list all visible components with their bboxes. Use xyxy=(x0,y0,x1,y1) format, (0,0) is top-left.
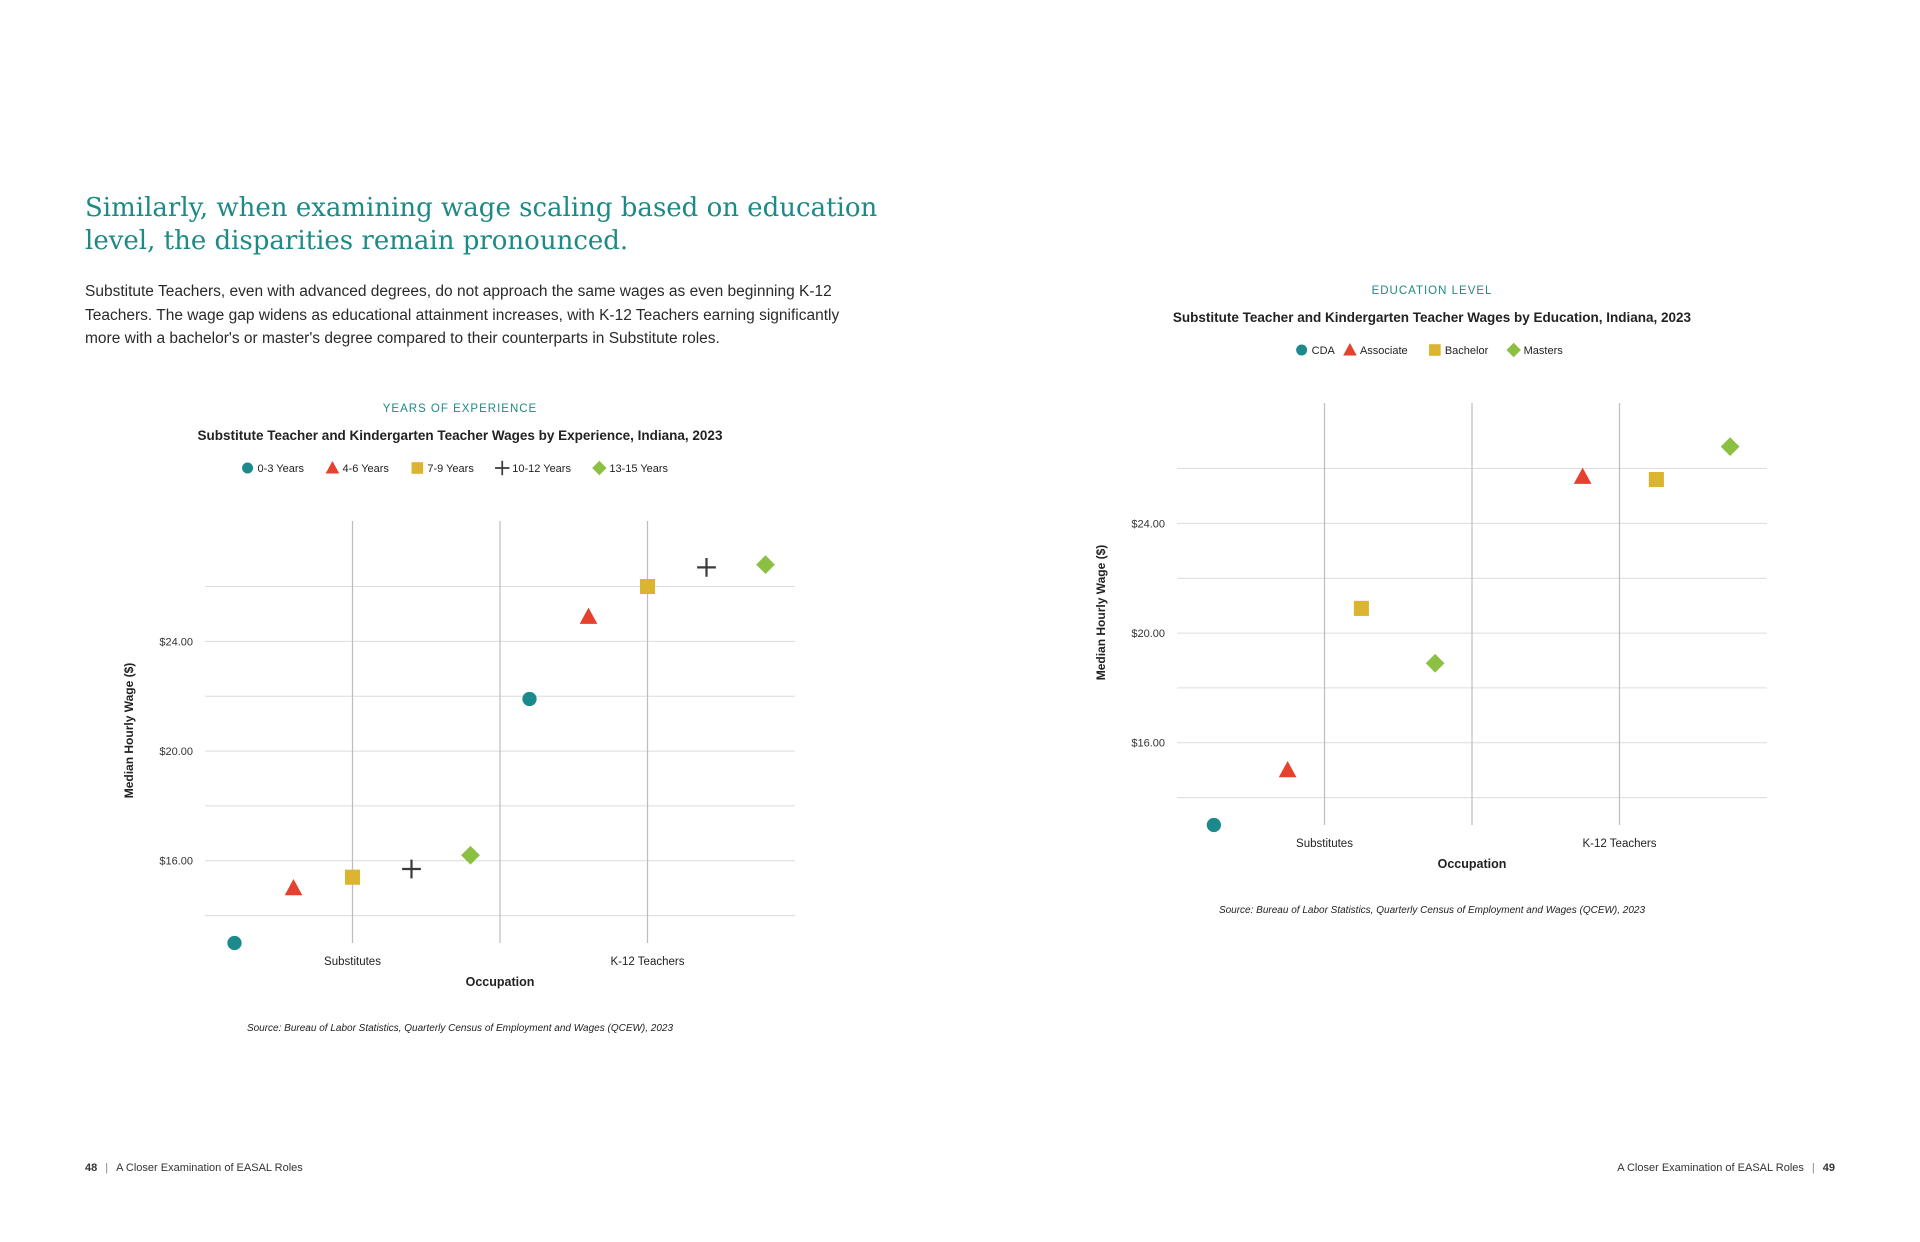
x-axis-title: Occupation xyxy=(466,975,535,989)
legend-label-7-9-years: 7-9 Years xyxy=(427,463,474,475)
y-tick-label: $24.00 xyxy=(159,636,193,648)
legend-label-bachelor: Bachelor xyxy=(1445,345,1489,357)
legend-label-associate: Associate xyxy=(1360,345,1408,357)
chart-title: Substitute Teacher and Kindergarten Teac… xyxy=(198,428,723,443)
legend-label-0-3-years: 0-3 Years xyxy=(258,463,305,475)
chart-kicker: EDUCATION LEVEL xyxy=(1372,285,1493,297)
legend-label-13-15-years: 13-15 Years xyxy=(609,463,668,475)
data-point-masters-substitutes xyxy=(1425,653,1445,673)
data-point-bachelor-substitutes xyxy=(1353,600,1369,616)
x-tick-label: Substitutes xyxy=(1296,838,1353,850)
data-point-13-15-years-k-12-teachers xyxy=(756,555,775,574)
data-point-7-9-years-k-12-teachers xyxy=(639,579,656,595)
experience-chart: YEARS OF EXPERIENCE Substitute Teacher an… xyxy=(110,398,810,1048)
data-point-associate-substitutes xyxy=(1278,761,1297,778)
education-chart: EDUCATION LEVEL Substitute Teacher and Ki… xyxy=(1082,280,1782,930)
chart-legend: 0-3 Years 4-6 Years 7-9 Years 10-12 Years 13… xyxy=(242,460,669,476)
chart-kicker: YEARS OF EXPERIENCE xyxy=(383,403,537,415)
legend-marker-masters xyxy=(1506,342,1521,358)
legend-marker-associate xyxy=(1343,343,1357,356)
data-point-bachelor-k-12-teachers xyxy=(1648,471,1664,488)
x-tick-label: Substitutes xyxy=(324,956,381,968)
chart-title: Substitute Teacher and Kindergarten Teac… xyxy=(1173,310,1692,325)
chart-source: Source: Bureau of Labor Statistics, Quar… xyxy=(1219,905,1646,916)
y-axis-title: Median Hourly Wage ($) xyxy=(1094,545,1108,681)
experience-chart-svg: YEARS OF EXPERIENCE Substitute Teacher an… xyxy=(122,403,795,1034)
legend-marker-10-12-years xyxy=(495,460,510,476)
data-point-13-15-years-substitutes xyxy=(461,845,480,865)
footer-separator: | xyxy=(105,1162,109,1174)
y-tick-label: $16.00 xyxy=(1131,738,1165,750)
legend-label-masters: Masters xyxy=(1524,345,1564,357)
legend-marker-13-15-years xyxy=(592,460,607,476)
legend-marker-4-6-years xyxy=(325,461,340,474)
x-axis-title: Occupation xyxy=(1438,857,1507,871)
y-axis-title: Median Hourly Wage ($) xyxy=(122,663,136,799)
intro-paragraph: Substitute Teachers, even with advanced … xyxy=(85,283,840,347)
data-point-10-12-years-k-12-teachers xyxy=(697,557,716,577)
data-point-4-6-years-substitutes xyxy=(284,879,303,896)
legend-label-10-12-years: 10-12 Years xyxy=(512,463,571,475)
data-point-7-9-years-substitutes xyxy=(344,869,361,885)
data-point-10-12-years-substitutes xyxy=(402,859,421,879)
footer-left: 48 | A Closer Examination of EASAL Roles xyxy=(85,1162,303,1174)
footer-separator: | xyxy=(1811,1162,1815,1174)
page-headline: Similarly, when examining wage scaling b… xyxy=(85,193,878,256)
x-tick-label: K-12 Teachers xyxy=(1583,838,1657,850)
legend-marker-bachelor xyxy=(1429,344,1441,356)
y-tick-label: $24.00 xyxy=(1131,518,1165,530)
data-point-0-3-years-substitutes xyxy=(227,935,242,951)
page-number-right: 49 xyxy=(1822,1162,1835,1174)
y-tick-label: $20.00 xyxy=(1131,628,1165,640)
chart-legend: CDA Associate Bachelor Masters xyxy=(1296,342,1564,358)
chart-source: Source: Bureau of Labor Statistics, Quar… xyxy=(247,1023,674,1034)
data-point-0-3-years-k-12-teachers xyxy=(522,691,537,707)
y-tick-label: $16.00 xyxy=(159,856,193,868)
x-tick-label: K-12 Teachers xyxy=(611,956,685,968)
legend-marker-0-3-years xyxy=(242,462,254,474)
y-tick-label: $20.00 xyxy=(159,746,193,758)
legend-label-cda: CDA xyxy=(1312,345,1336,357)
footer-right-text: A Closer Examination of EASAL Roles xyxy=(1617,1162,1804,1174)
data-point-4-6-years-k-12-teachers xyxy=(579,607,598,624)
data-point-associate-k-12-teachers xyxy=(1573,467,1592,484)
page-number-left: 48 xyxy=(85,1162,98,1174)
data-point-cda-substitutes xyxy=(1206,817,1222,833)
data-point-masters-k-12-teachers xyxy=(1720,437,1740,456)
legend-marker-cda xyxy=(1296,344,1308,356)
legend-label-4-6-years: 4-6 Years xyxy=(342,463,389,475)
footer-right: A Closer Examination of EASAL Roles | 49 xyxy=(1617,1162,1835,1174)
education-chart-svg: EDUCATION LEVEL Substitute Teacher and Ki… xyxy=(1094,285,1767,916)
legend-marker-7-9-years xyxy=(411,462,424,474)
footer-left-text: A Closer Examination of EASAL Roles xyxy=(116,1162,303,1174)
